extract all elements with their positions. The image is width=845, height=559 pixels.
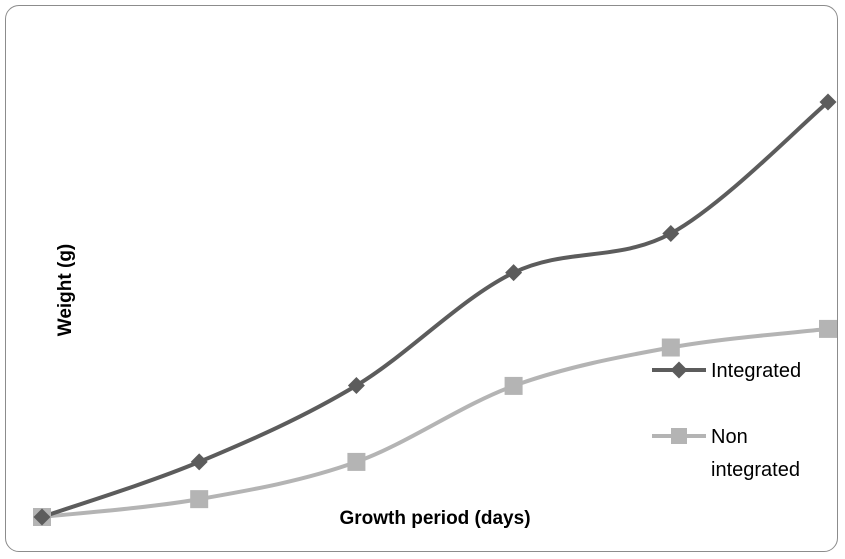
data-point-non-integrated-2 [190,490,209,509]
legend-label-integrated: Integrated [711,360,801,382]
data-point-non-integrated-4 [504,376,523,395]
data-point-integrated-4 [505,264,523,282]
series-line-non-integrated [41,326,829,519]
legend-swatch-marker-integrated [670,361,688,379]
legend-label-non-integrated-line2: integrated [711,459,800,481]
data-point-integrated-6 [819,93,837,111]
data-point-non-integrated-6 [819,319,837,338]
data-point-integrated-2 [190,453,208,471]
y-axis-title: Weight (g) [55,244,76,337]
chart-frame [5,5,838,552]
legend-item-integrated: Integrated [652,360,801,382]
x-axis-title: Growth period (days) [339,508,530,529]
legend-swatch-marker-non-integrated [671,428,687,444]
data-point-non-integrated-3 [347,452,366,471]
data-point-non-integrated-5 [661,338,680,357]
legend-label-non-integrated-line1: Non [711,426,748,448]
data-point-integrated-1 [33,508,51,526]
legend: Integrated Non integrated [652,360,801,481]
data-point-integrated-3 [347,377,365,395]
data-point-integrated-5 [662,225,680,243]
legend-item-non-integrated: Non integrated [652,426,800,481]
series-line-integrated [41,100,830,519]
